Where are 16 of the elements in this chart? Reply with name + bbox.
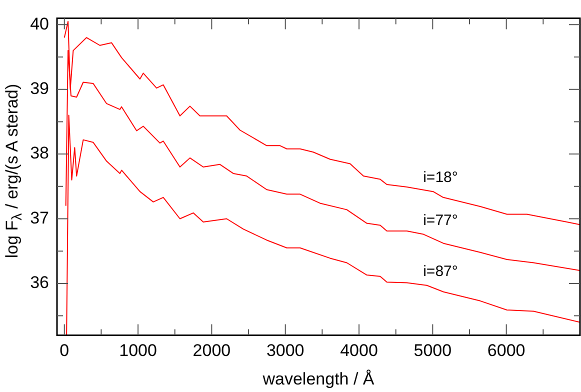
y-tick-label: 40 — [30, 14, 49, 34]
x-tick-label: 2000 — [192, 341, 231, 360]
y-tick-label: 36 — [30, 273, 49, 292]
x-axis-title: wavelength / Å — [262, 369, 375, 388]
y-tick-label: 39 — [30, 79, 49, 98]
y-tick-label: 38 — [30, 144, 49, 163]
x-tick-label: 4000 — [340, 341, 378, 360]
series-label: i=87° — [423, 263, 458, 280]
y-tick-label: 37 — [30, 208, 49, 228]
series-label: i=18° — [423, 169, 458, 186]
x-tick-label: 5000 — [414, 341, 452, 360]
x-tick-label: 3000 — [266, 341, 304, 360]
x-tick-label: 1000 — [119, 341, 157, 360]
x-tick-label: 0 — [60, 341, 70, 360]
x-tick-label: 6000 — [487, 341, 526, 360]
series-label: i=77° — [423, 212, 458, 229]
